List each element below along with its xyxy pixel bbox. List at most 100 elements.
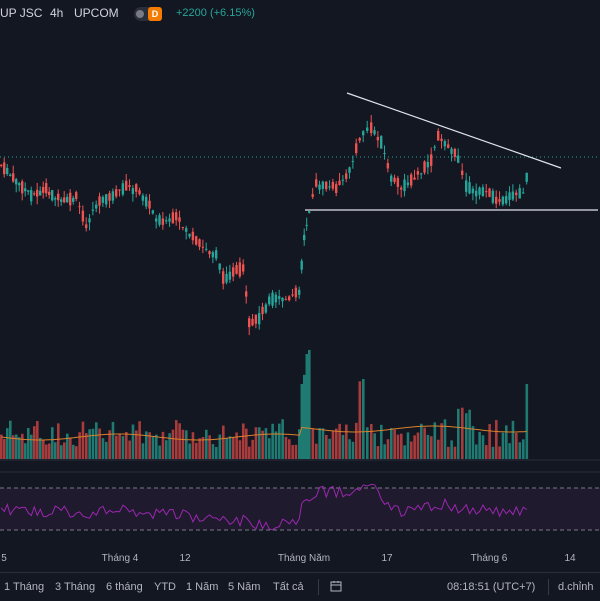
candle-body <box>195 236 198 245</box>
candle-body <box>370 122 373 134</box>
candle-body <box>325 181 328 190</box>
volume-bar <box>430 436 433 459</box>
candle-body <box>328 186 331 188</box>
candle-body <box>258 313 261 325</box>
volume-bar <box>85 433 88 459</box>
volume-bar <box>42 439 45 459</box>
candle-body <box>95 204 98 209</box>
volume-bar <box>75 446 78 459</box>
candle-body <box>274 294 278 303</box>
candle-body <box>39 190 42 196</box>
candle-body <box>358 138 361 141</box>
candle-body <box>215 250 218 259</box>
volume-bar <box>376 446 380 459</box>
range-1-month-button[interactable]: 1 Tháng <box>4 581 45 593</box>
volume-bar <box>491 446 495 459</box>
candle-body <box>232 267 235 277</box>
price-change: +2200 (+6.15%) <box>176 7 255 19</box>
time-label: 12 <box>179 553 191 564</box>
volume-bar <box>264 428 268 459</box>
volume-bar <box>420 423 423 459</box>
candle-body <box>335 184 338 193</box>
volume-bar <box>511 420 515 459</box>
volume-bar <box>15 434 18 459</box>
volume-bar <box>358 381 362 459</box>
volume-bar <box>191 432 195 459</box>
candle-body <box>518 188 521 199</box>
candle-body <box>380 136 383 149</box>
range-3-month-button[interactable]: 3 Tháng <box>55 581 96 593</box>
volume-bar <box>335 428 338 459</box>
candle-body <box>495 196 498 204</box>
volume-bar <box>63 442 66 459</box>
candle-body <box>284 298 288 300</box>
candle-body <box>91 209 95 211</box>
volume-bar <box>238 440 242 459</box>
candle-body <box>501 196 505 205</box>
candle-body <box>85 224 88 229</box>
candle-body <box>308 211 311 213</box>
range-all-button[interactable]: Tất cả <box>273 581 304 593</box>
descending-trendline[interactable] <box>346 92 562 169</box>
volume-bar <box>168 433 171 459</box>
volume-moving-average <box>1 425 527 441</box>
volume-bar <box>274 431 278 459</box>
candle-body <box>45 183 48 194</box>
candle-body <box>254 314 258 324</box>
volume-bar <box>208 435 211 459</box>
candle-body <box>362 131 365 136</box>
volume-bar <box>300 384 304 459</box>
candle-body <box>54 198 57 200</box>
volume-bar <box>291 445 294 459</box>
candle-body <box>400 187 403 190</box>
candle-body <box>222 271 225 284</box>
candle-body <box>281 297 284 302</box>
candle-body <box>148 200 151 209</box>
range-5-year-button[interactable]: 5 Năm <box>228 581 261 593</box>
candle-body <box>294 287 298 298</box>
range-1-year-button[interactable]: 1 Năm <box>186 581 219 593</box>
candle-body <box>396 178 400 187</box>
volume-bar <box>443 419 447 459</box>
candle-body <box>108 193 111 201</box>
candle-body <box>60 199 63 202</box>
range-ytd-button[interactable]: YTD <box>154 581 176 593</box>
volume-bar <box>242 423 245 459</box>
volume-bar <box>433 422 437 459</box>
volume-bar <box>198 438 201 459</box>
candle-body <box>498 199 501 202</box>
candle-body <box>111 191 115 201</box>
candle-body <box>101 196 105 203</box>
interval-label[interactable]: 4h <box>50 6 64 20</box>
volume-bar <box>348 439 351 459</box>
candle-body <box>264 304 268 313</box>
volume-bar <box>48 443 51 459</box>
volume-bar <box>338 423 341 459</box>
volume-bar <box>165 440 168 459</box>
volume-bar <box>278 423 281 459</box>
volume-bar <box>318 428 321 459</box>
candle-body <box>63 197 66 203</box>
clock-time[interactable]: 08:18:51 (UTC+7) <box>447 581 536 593</box>
volume-bar <box>400 433 403 459</box>
volume-bar <box>24 443 27 459</box>
bottom-toolbar: 1 Tháng 3 Tháng 6 tháng YTD 1 Năm 5 Năm … <box>0 572 600 601</box>
adjust-button[interactable]: d.chỉnh <box>558 581 594 593</box>
volume-bar <box>45 444 48 459</box>
candle-body <box>178 217 181 222</box>
candle-body <box>383 153 386 155</box>
candle-body <box>235 264 238 274</box>
candle-body <box>57 193 60 201</box>
volume-bar <box>393 429 396 459</box>
volume-bar <box>362 379 365 459</box>
candle-body <box>18 183 21 186</box>
candle-body <box>366 127 369 131</box>
symbol-name[interactable]: UP JSC <box>0 6 43 20</box>
price-chart[interactable] <box>0 0 600 548</box>
candle-body <box>69 192 72 206</box>
rsi-band <box>0 488 600 530</box>
calendar-range-icon[interactable] <box>330 580 342 592</box>
volume-bar <box>218 434 222 459</box>
range-6-month-button[interactable]: 6 tháng <box>106 581 143 593</box>
exchange-label: UPCOM <box>74 6 119 20</box>
